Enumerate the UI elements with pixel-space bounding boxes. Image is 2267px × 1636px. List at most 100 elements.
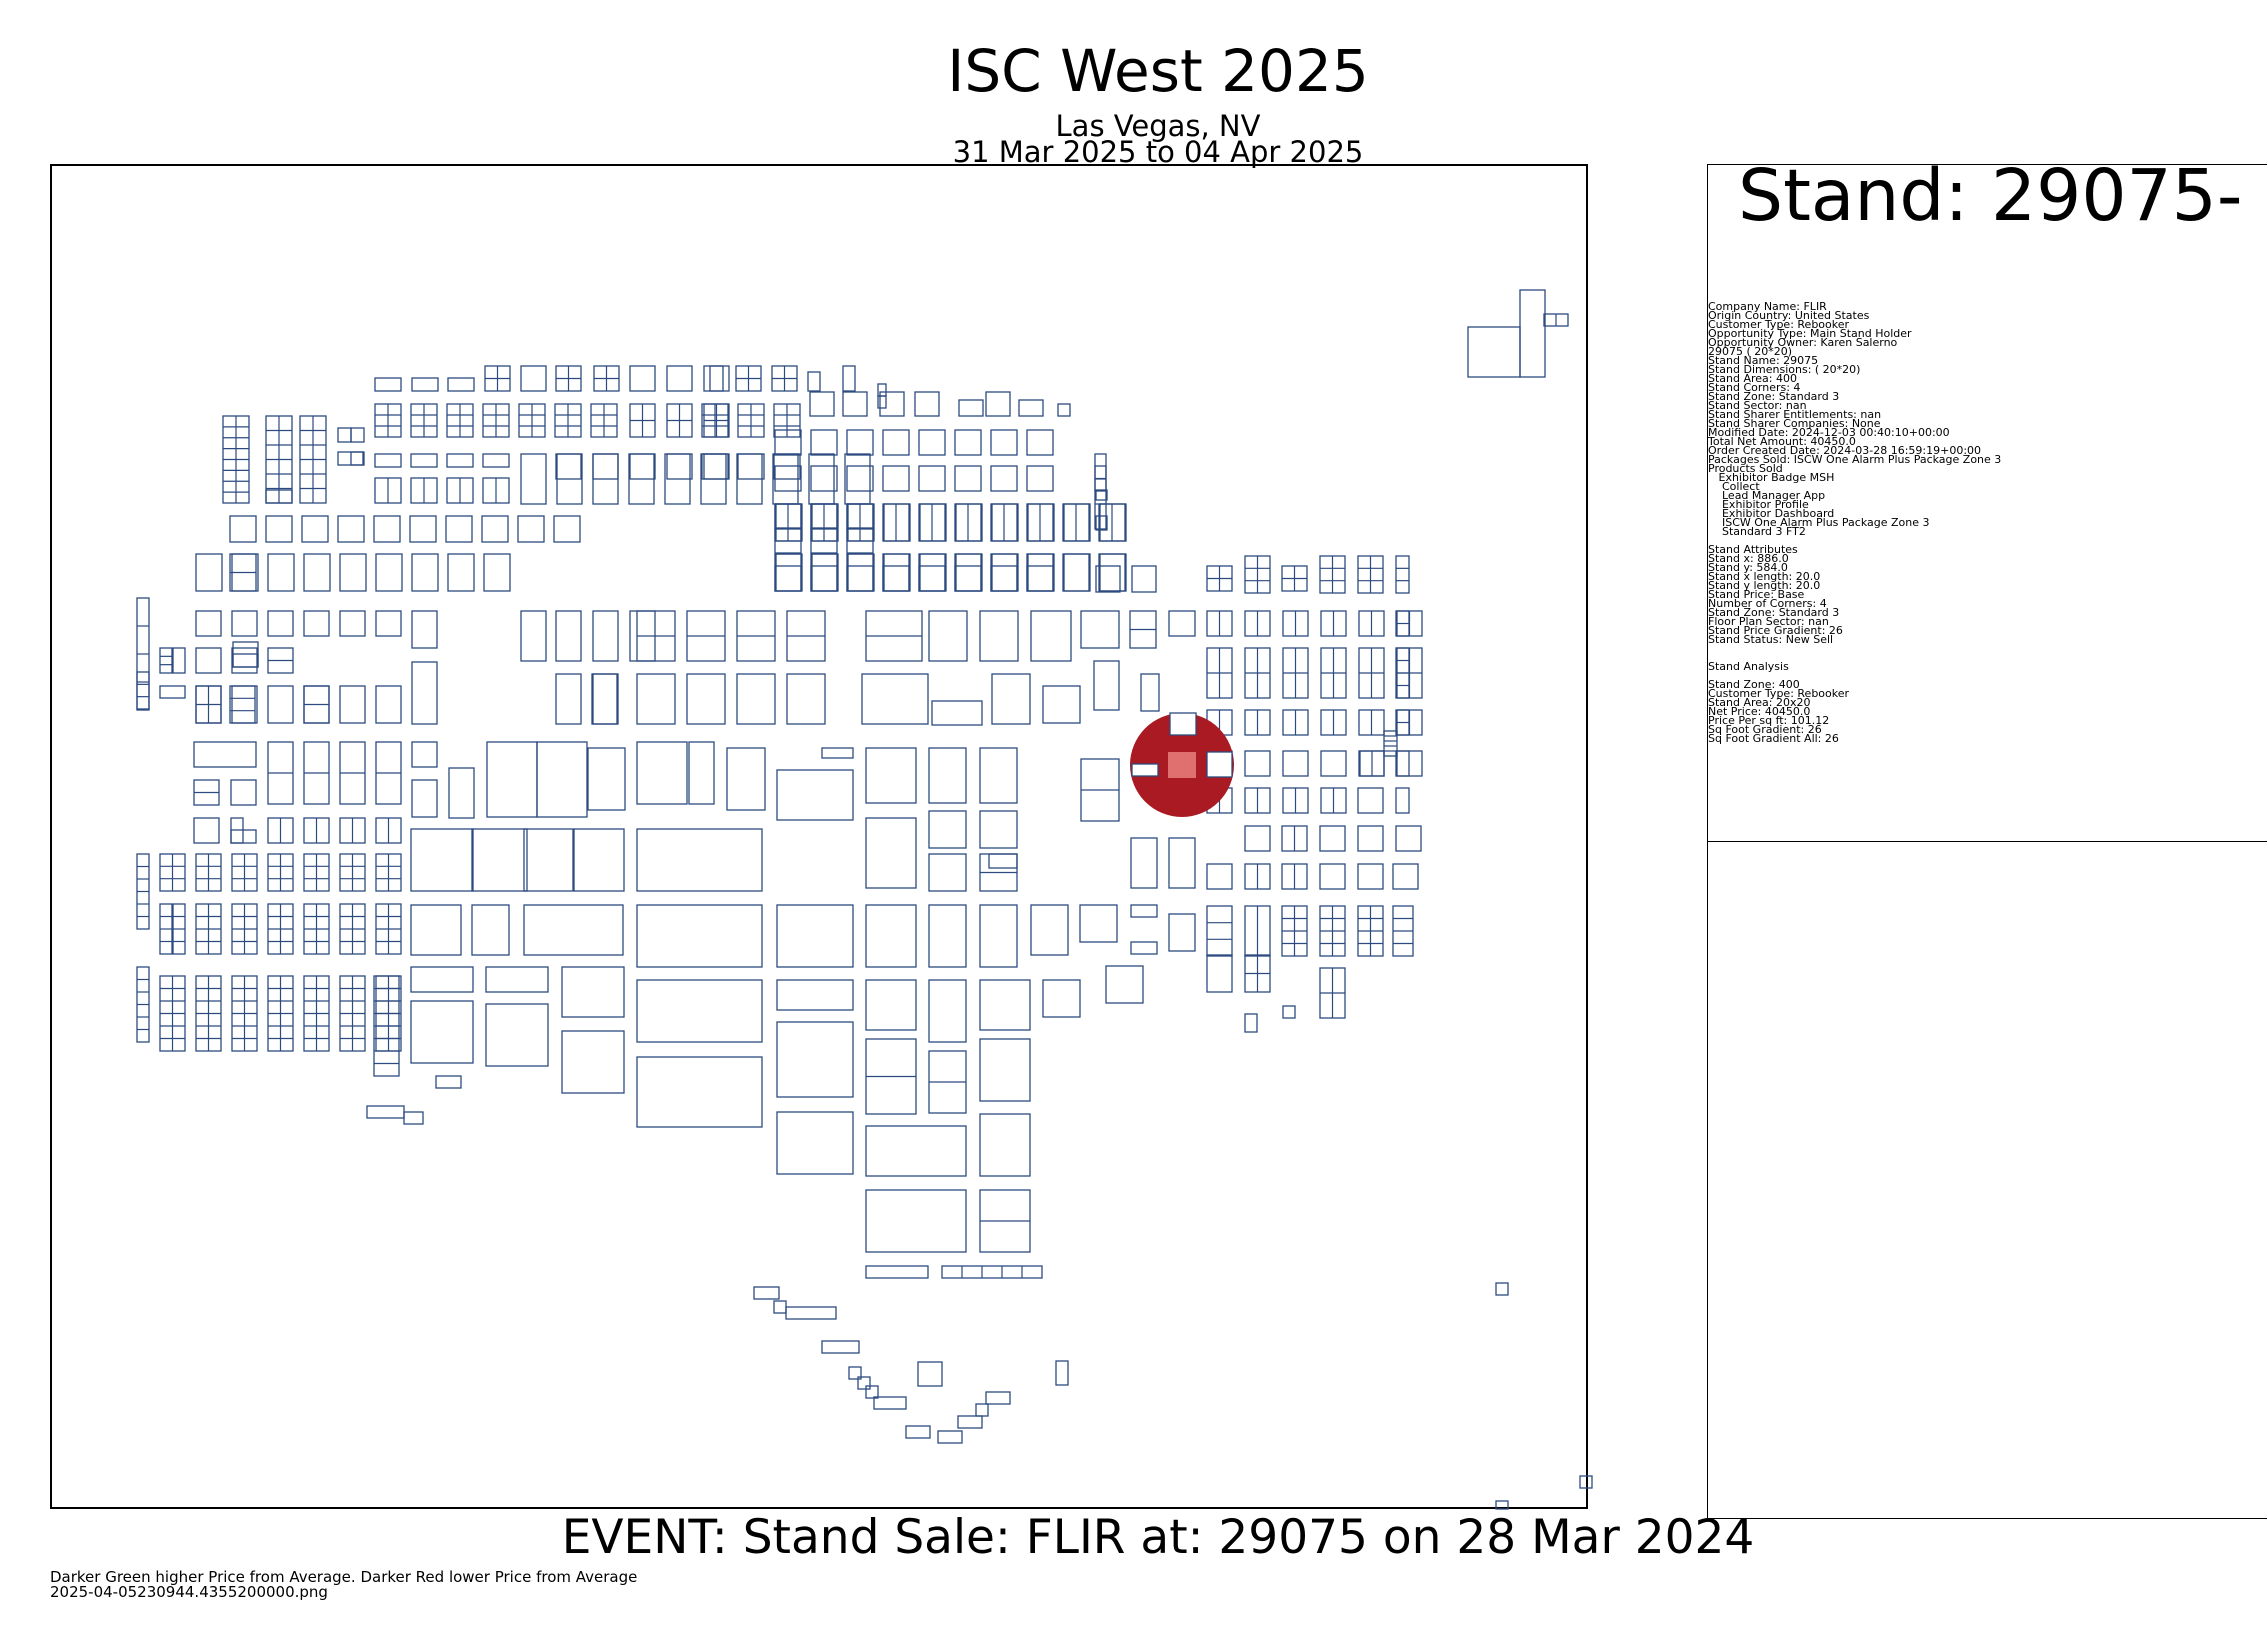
booth[interactable] — [979, 810, 1018, 849]
booth[interactable] — [159, 975, 186, 1052]
booth[interactable] — [636, 741, 688, 805]
booth[interactable] — [1206, 565, 1233, 592]
booth[interactable] — [375, 853, 402, 892]
booth[interactable] — [776, 979, 854, 1011]
booth[interactable] — [736, 673, 776, 725]
booth[interactable] — [985, 391, 1011, 417]
booth[interactable] — [1319, 825, 1346, 852]
booth[interactable] — [990, 503, 1018, 542]
booth[interactable] — [375, 903, 402, 955]
booth[interactable] — [1281, 825, 1308, 852]
booth[interactable] — [883, 553, 911, 592]
booth[interactable] — [1392, 863, 1419, 890]
booth[interactable] — [846, 429, 874, 456]
booth[interactable] — [303, 853, 330, 892]
booth[interactable] — [882, 503, 910, 542]
booth[interactable] — [1319, 967, 1346, 1019]
booth[interactable] — [928, 1050, 967, 1114]
booth[interactable] — [411, 610, 438, 649]
booth[interactable] — [159, 685, 186, 699]
booth[interactable] — [810, 465, 838, 492]
booth[interactable] — [979, 904, 1018, 968]
booth[interactable] — [523, 828, 574, 892]
booth[interactable] — [267, 817, 294, 844]
highlighted-stand-29075[interactable] — [1130, 712, 1234, 817]
booth[interactable] — [918, 465, 946, 492]
booth[interactable] — [1320, 709, 1347, 736]
booth[interactable] — [1543, 313, 1569, 327]
booth[interactable] — [231, 610, 258, 637]
booth[interactable] — [877, 395, 887, 409]
booth[interactable] — [267, 553, 295, 592]
booth[interactable] — [159, 853, 186, 892]
booth[interactable] — [1129, 610, 1157, 649]
booth[interactable] — [483, 553, 511, 592]
booth[interactable] — [411, 553, 439, 592]
booth[interactable] — [375, 553, 403, 592]
booth[interactable] — [136, 853, 150, 930]
booth[interactable] — [411, 661, 438, 725]
booth[interactable] — [842, 391, 868, 417]
booth[interactable] — [1093, 660, 1120, 711]
booth[interactable] — [810, 429, 838, 456]
booth[interactable] — [847, 553, 875, 592]
booth[interactable] — [303, 817, 330, 844]
booth[interactable] — [1579, 1475, 1593, 1489]
booth[interactable] — [776, 904, 854, 968]
booth[interactable] — [848, 1366, 862, 1380]
booth[interactable] — [865, 1385, 879, 1399]
booth[interactable] — [810, 553, 838, 592]
booth[interactable] — [1095, 489, 1108, 501]
booth[interactable] — [990, 553, 1018, 592]
booth[interactable] — [941, 1265, 1043, 1279]
booth[interactable] — [337, 515, 365, 543]
booth[interactable] — [709, 365, 724, 392]
booth[interactable] — [1519, 289, 1546, 378]
booth[interactable] — [1018, 399, 1044, 417]
booth[interactable] — [339, 853, 366, 892]
booth[interactable] — [159, 903, 173, 955]
booth[interactable] — [1140, 673, 1160, 712]
booth[interactable] — [957, 1415, 983, 1429]
booth[interactable] — [1320, 787, 1347, 814]
booth[interactable] — [445, 515, 473, 543]
booth[interactable] — [879, 391, 905, 417]
booth[interactable] — [882, 565, 910, 592]
booth[interactable] — [846, 553, 874, 592]
booth[interactable] — [520, 365, 547, 392]
booth[interactable] — [267, 685, 294, 724]
booth[interactable] — [775, 503, 803, 542]
booth[interactable] — [919, 503, 947, 542]
booth[interactable] — [688, 741, 715, 805]
booth[interactable] — [339, 903, 366, 955]
booth[interactable] — [523, 904, 624, 956]
booth[interactable] — [847, 503, 875, 542]
booth[interactable] — [555, 453, 582, 480]
booth[interactable] — [481, 515, 509, 543]
booth[interactable] — [485, 1003, 549, 1067]
booth[interactable] — [1395, 647, 1410, 699]
booth[interactable] — [136, 597, 150, 711]
booth[interactable] — [882, 429, 910, 456]
booth[interactable] — [807, 371, 821, 392]
booth[interactable] — [1026, 565, 1054, 592]
booth[interactable] — [861, 673, 929, 725]
booth[interactable] — [195, 903, 222, 955]
booth[interactable] — [1383, 730, 1398, 757]
booth[interactable] — [1055, 1360, 1069, 1386]
booth[interactable] — [590, 403, 618, 438]
booth[interactable] — [686, 673, 726, 725]
booth[interactable] — [775, 553, 803, 592]
booth[interactable] — [484, 365, 511, 392]
booth[interactable] — [520, 453, 547, 505]
booth[interactable] — [1062, 503, 1090, 542]
booth[interactable] — [299, 415, 327, 504]
booth[interactable] — [988, 853, 1018, 869]
booth[interactable] — [229, 515, 257, 543]
booth[interactable] — [1244, 555, 1271, 594]
booth[interactable] — [1244, 787, 1271, 814]
booth[interactable] — [193, 741, 257, 768]
booth[interactable] — [726, 747, 766, 811]
booth[interactable] — [629, 453, 656, 480]
